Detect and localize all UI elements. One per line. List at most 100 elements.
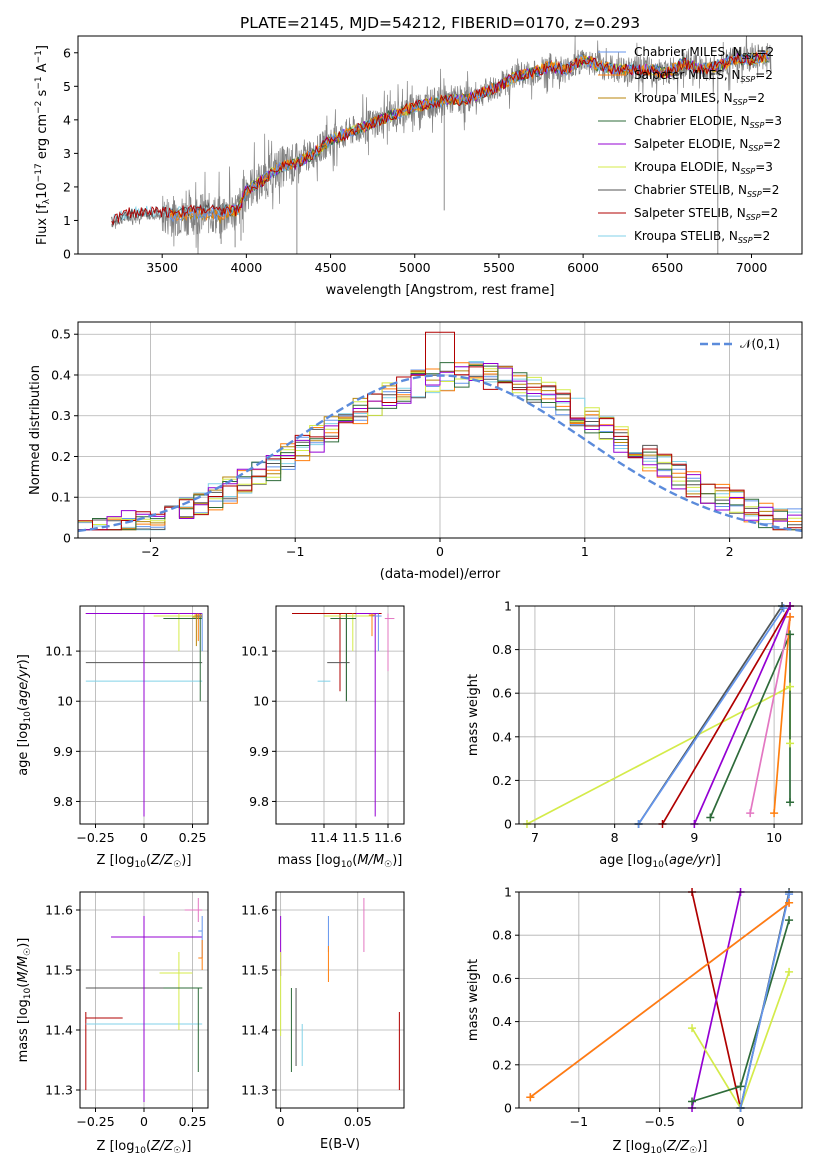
y-tick-label: 3 bbox=[63, 146, 71, 161]
y-tick-label: 11.4 bbox=[45, 1023, 73, 1038]
y-tick-label: 11.5 bbox=[45, 963, 73, 978]
data-point-marker bbox=[526, 1093, 535, 1102]
x-tick-label: −1 bbox=[570, 1114, 588, 1129]
legend-entry: Chabrier STELIB, NSSP=2 bbox=[634, 183, 779, 199]
y-tick-label: 6 bbox=[63, 45, 71, 60]
y-tick-label: 9.8 bbox=[249, 794, 269, 809]
x-tick-label: 0 bbox=[737, 1114, 745, 1129]
y-axis-label: mass weight bbox=[466, 959, 481, 1041]
x-tick-label: 11.6 bbox=[374, 830, 402, 845]
x-tick-label: 9 bbox=[690, 830, 698, 845]
y-tick-label: 0.1 bbox=[51, 490, 71, 505]
x-axis-label: age [log10(age/yr)] bbox=[599, 853, 721, 870]
y-tick-label: 0.3 bbox=[51, 408, 71, 423]
y-tick-label: 9.9 bbox=[249, 744, 269, 759]
data-point-marker bbox=[785, 916, 794, 925]
mass-weight-line bbox=[709, 633, 791, 818]
data-point-marker bbox=[786, 682, 795, 691]
y-tick-label: 0.5 bbox=[51, 327, 71, 342]
y-axis-label: age [log10(age/yr)] bbox=[16, 654, 33, 776]
data-point-marker bbox=[736, 1082, 745, 1091]
data-point-marker bbox=[785, 898, 794, 907]
x-tick-label: 10 bbox=[766, 830, 782, 845]
data-point-marker bbox=[785, 890, 794, 899]
y-axis-label: Flux [fλ10−17 erg cm−2 s−1 A−1] bbox=[34, 45, 52, 245]
legend-entry: Kroupa ELODIE, NSSP=3 bbox=[634, 160, 773, 176]
y-axis-label: Normed distribution bbox=[28, 365, 43, 495]
mass-weight-line bbox=[661, 606, 791, 824]
y-tick-label: 0 bbox=[504, 1101, 512, 1116]
x-axis-label: Z [log10(Z/Z☉)] bbox=[97, 853, 192, 870]
x-tick-label: 0 bbox=[436, 544, 444, 559]
x-tick-label: 0 bbox=[140, 830, 148, 845]
y-tick-label: 11.4 bbox=[241, 1023, 269, 1038]
plot-area-mass-vs-EBV bbox=[280, 898, 400, 1090]
y-tick-label: 10 bbox=[57, 694, 73, 709]
mass-weight-line bbox=[637, 607, 785, 824]
x-axis-label: (data-model)/error bbox=[380, 567, 501, 582]
y-tick-label: 0.8 bbox=[492, 642, 512, 657]
y-tick-label: 11.6 bbox=[45, 903, 73, 918]
plot-area-age-vs-mass bbox=[292, 613, 395, 817]
data-point-marker bbox=[786, 612, 795, 621]
x-tick-label: −0.25 bbox=[76, 1114, 114, 1129]
x-tick-label: 0 bbox=[277, 1114, 285, 1129]
y-tick-label: 2 bbox=[63, 179, 71, 194]
plot-area-massweight-vs-age bbox=[526, 606, 791, 824]
data-point-marker bbox=[786, 739, 795, 748]
y-tick-label: 0.2 bbox=[51, 449, 71, 464]
axes-frame bbox=[77, 35, 803, 255]
x-axis-label: mass [log10(M/M☉)] bbox=[278, 853, 403, 870]
chart-spectrum: 3500 4000 4500 5000 5500 6000 6500 7000 0 1 2 3 4 5 6 P… bbox=[34, 14, 803, 298]
y-tick-label: 0.2 bbox=[492, 1057, 512, 1072]
x-tick-label: 4000 bbox=[230, 260, 262, 275]
histogram-kroupa-elodie bbox=[78, 367, 802, 531]
chart-age-vs-Z: −0.25 0 0.25 9.8 9.9 10 10.1 Z [log10(Z/Z☉)] age… bbox=[16, 605, 209, 870]
y-tick-label: 0.4 bbox=[492, 729, 512, 744]
y-tick-label: 0 bbox=[63, 247, 71, 262]
x-tick-label: 3500 bbox=[146, 260, 178, 275]
y-tick-label: 0 bbox=[504, 817, 512, 832]
axes-frame bbox=[518, 605, 803, 825]
y-tick-label: 11.6 bbox=[241, 903, 269, 918]
normal-distribution-curve bbox=[78, 374, 802, 533]
histogram-salpeter-stelib bbox=[78, 331, 802, 531]
x-tick-label: 7000 bbox=[736, 260, 768, 275]
legend-entry: Salpeter MILES, NSSP=2 bbox=[634, 68, 773, 84]
y-tick-label: 11.3 bbox=[45, 1083, 73, 1098]
legend-entry: 𝒩(0,1) bbox=[740, 337, 780, 351]
legend: Chabrier MILES, NSSP=2 Salpeter MILES, NS… bbox=[598, 45, 782, 245]
chart-mass-vs-EBV: 0 0.05 11.3 11.4 11.5 11.6 E(B-V) bbox=[241, 891, 405, 1152]
x-tick-label: −0.25 bbox=[76, 830, 114, 845]
histogram-chabrier-elodie bbox=[78, 362, 802, 531]
y-tick-label: 0.4 bbox=[492, 1014, 512, 1029]
data-point-marker bbox=[688, 1024, 697, 1033]
x-tick-label: 0 bbox=[140, 1114, 148, 1129]
y-tick-label: 1 bbox=[63, 213, 71, 228]
x-tick-label: 5000 bbox=[399, 260, 431, 275]
x-tick-label: 6500 bbox=[651, 260, 683, 275]
y-tick-label: 9.9 bbox=[53, 744, 73, 759]
x-axis-label: wavelength [Angstrom, rest frame] bbox=[326, 283, 555, 298]
legend-entry: Salpeter ELODIE, NSSP=2 bbox=[634, 137, 781, 153]
mass-weight-line bbox=[749, 616, 791, 814]
x-tick-label: 11.5 bbox=[342, 830, 370, 845]
x-tick-label: 1 bbox=[581, 544, 589, 559]
x-axis-label: Z [log10(Z/Z☉)] bbox=[97, 1139, 192, 1156]
x-axis-label: Z [log10(Z/Z☉)] bbox=[613, 1139, 708, 1156]
y-tick-label: 1 bbox=[504, 599, 512, 614]
data-point-marker bbox=[770, 809, 779, 818]
y-tick-label: 0.4 bbox=[51, 367, 71, 382]
mass-weight-line bbox=[529, 902, 790, 1098]
data-point-marker bbox=[785, 967, 794, 976]
legend-entry: Kroupa MILES, NSSP=2 bbox=[634, 91, 765, 107]
model-line-salpeter-stelib bbox=[111, 52, 769, 226]
plot-area-spectrum bbox=[111, 36, 772, 254]
data-point-marker bbox=[746, 809, 755, 818]
chart-massweight-vs-Z: −1 −0.5 0 0 0.2 0.4 0.6 0.8 1 Z [log10(Z/Z☉)] mass… bbox=[466, 885, 803, 1156]
plot-area-age-vs-Z bbox=[85, 613, 203, 817]
legend-entry: Salpeter STELIB, NSSP=2 bbox=[634, 206, 778, 222]
y-tick-label: 0.8 bbox=[492, 928, 512, 943]
legend-entry: Chabrier ELODIE, NSSP=3 bbox=[634, 114, 782, 130]
